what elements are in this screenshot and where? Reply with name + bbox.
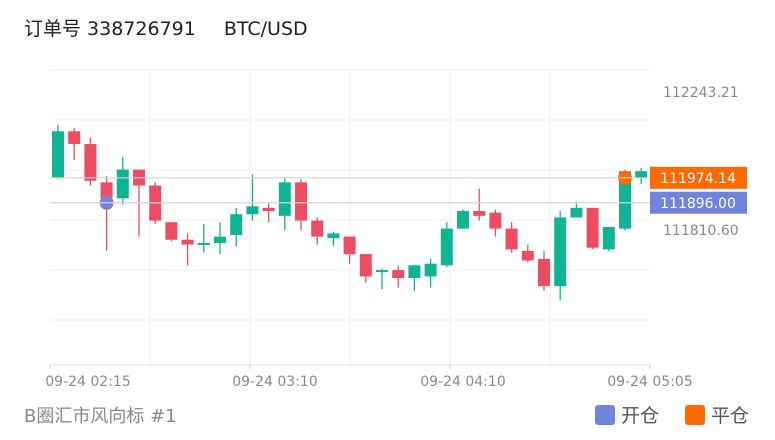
y-tick-label: 112243.21 <box>663 85 739 101</box>
legend-open: 开仓 <box>594 401 659 428</box>
price-tag-bg-0 <box>650 166 747 189</box>
x-tick-label: 09-24 04:10 <box>420 374 505 390</box>
legend-open-swatch <box>594 404 615 425</box>
candle-body <box>214 236 226 243</box>
candle-body <box>327 233 340 239</box>
price-tag-label: 111896.00 <box>660 196 736 212</box>
candle-body <box>165 222 178 240</box>
price-tag-bg-1 <box>650 191 747 214</box>
candle-body <box>408 265 421 279</box>
candle-body <box>311 220 324 237</box>
candlestick-chart: 112243.21 111810.60 09-24 02:15 09-24 03:10… <box>45 69 747 390</box>
legend-close: 平仓 <box>684 401 749 428</box>
legend-close-swatch <box>684 404 705 425</box>
candle-body <box>262 207 275 212</box>
candle-body <box>246 206 259 215</box>
candle-body <box>473 211 486 216</box>
legend-open-label: 开仓 <box>620 405 659 427</box>
candle-body <box>230 214 243 235</box>
candle-body <box>84 144 97 181</box>
brand-watermark: B圈汇市风向标 #1 <box>24 406 177 427</box>
order-header: 订单号 338726791 BTC/USD <box>24 14 308 41</box>
candle-body <box>116 169 129 199</box>
candle-body <box>554 217 567 287</box>
candles-layer <box>52 124 664 301</box>
order-number: 订单号 338726791 <box>24 18 196 40</box>
candle-body <box>68 131 81 145</box>
candle-body <box>295 182 307 221</box>
candle-body <box>619 171 631 229</box>
chart-legend: 开仓 平仓 <box>569 401 749 428</box>
y-tick-label: 111810.60 <box>663 223 739 239</box>
candle-body <box>376 270 388 273</box>
candle-body <box>570 207 583 218</box>
candle-body <box>602 227 615 250</box>
candle-body <box>457 211 469 229</box>
candle-body <box>100 182 113 199</box>
x-tick-label: 09-24 02:15 <box>45 374 130 390</box>
candle-body <box>635 171 648 178</box>
candle-body <box>538 258 550 287</box>
trade-markers-layer <box>99 170 632 210</box>
chart-grid <box>49 69 651 369</box>
x-tick-label: 09-24 03:10 <box>232 374 317 390</box>
candle-body <box>521 250 534 261</box>
candle-body <box>52 131 64 178</box>
candle-body <box>359 254 372 277</box>
legend-close-label: 平仓 <box>710 405 749 427</box>
candle-body <box>586 207 599 248</box>
candle-body <box>424 263 437 277</box>
candle-body <box>197 242 210 245</box>
price-tag-label: 111974.14 <box>660 171 736 187</box>
axis-labels-layer: 112243.21 111810.60 09-24 02:15 09-24 03:10… <box>45 85 747 390</box>
candle-body <box>181 239 194 245</box>
symbol-label: BTC/USD <box>223 18 308 40</box>
candle-body <box>392 270 405 279</box>
candle-body <box>343 236 356 255</box>
candle-body <box>440 228 453 266</box>
candle-body <box>489 212 502 229</box>
candle-body <box>505 228 518 250</box>
candle-body <box>278 182 291 216</box>
x-tick-label: 09-24 05:05 <box>607 374 692 390</box>
